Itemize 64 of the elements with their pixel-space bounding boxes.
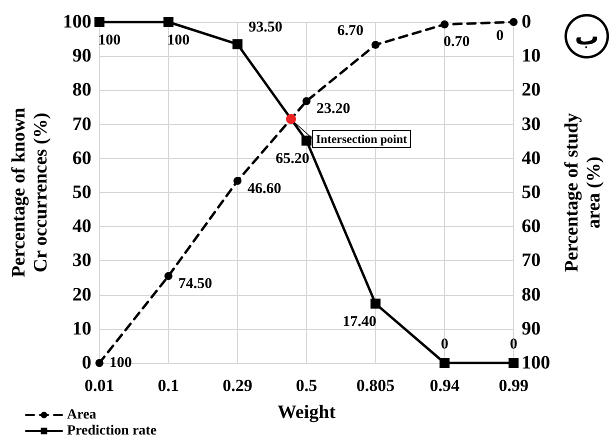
x-tick-label: 0.29 (222, 376, 252, 395)
y-tick-label: 10 (72, 318, 92, 340)
x-tick-label: 0.01 (84, 376, 114, 395)
data-label: 100 (109, 355, 132, 371)
y2-tick-label: 30 (522, 114, 541, 135)
y2-tick-label: 50 (522, 182, 541, 203)
point (440, 358, 450, 368)
point (94, 17, 104, 27)
legend-label: Area (67, 408, 96, 422)
y-tick-label: 80 (72, 80, 92, 101)
x-tick-label: 0.94 (430, 376, 460, 395)
y2-axis-title: Percentage of study area (%) (562, 112, 604, 272)
data-label: 65.20 (276, 151, 310, 168)
data-label: 23.20 (316, 101, 350, 118)
data-label: 6.70 (337, 22, 364, 39)
point (510, 18, 518, 26)
data-label: 0.70 (443, 34, 470, 50)
y-tick-label: 50 (72, 182, 92, 203)
x-axis-title: Weight (277, 402, 336, 423)
point (95, 359, 104, 367)
point (508, 358, 519, 368)
text: ب (574, 22, 599, 50)
point (164, 272, 172, 280)
point (302, 97, 310, 106)
data-label: 0 (510, 336, 518, 352)
x-tick-label: 0.1 (158, 376, 180, 395)
y2-tick-label: 40 (522, 148, 541, 169)
x-tick-label: 0.5 (296, 376, 318, 395)
y-tick-label: 40 (72, 216, 92, 238)
data-label: 46.60 (247, 180, 282, 197)
data-label: 0 (496, 28, 504, 44)
y2-tick-label: 80 (522, 284, 541, 306)
x-tick-label: 0.99 (498, 376, 528, 395)
point (163, 17, 174, 27)
data-label: 100 (167, 32, 190, 48)
y-tick-label: 30 (72, 250, 92, 272)
annotation: Intersection point (316, 132, 408, 146)
data-label: 93.50 (248, 20, 282, 36)
y2-tick-label: 60 (522, 216, 541, 238)
y-tick-label: 100 (62, 12, 92, 32)
data-label: 0 (440, 336, 448, 352)
point (440, 20, 449, 28)
y-tick-label: 20 (72, 284, 92, 306)
point (370, 298, 381, 309)
y2-tick-label: 90 (522, 318, 541, 340)
data-label: 17.40 (342, 314, 376, 330)
y-tick-label: 60 (72, 148, 92, 169)
x-tick-label: 0.805 (356, 376, 395, 395)
y-axis-title: Percentage of known Cr occurrences (%) (8, 107, 52, 278)
point (232, 39, 242, 50)
y2-tick-label: 0 (522, 12, 532, 32)
legend-label: Prediction rate (67, 424, 157, 438)
y-tick-label: 70 (72, 114, 92, 135)
y2-tick-label: 10 (522, 46, 541, 67)
y2-tick-label: 20 (522, 80, 541, 101)
point (302, 136, 312, 146)
y2-tick-label: 100 (522, 352, 550, 374)
data-label: 74.50 (178, 276, 212, 292)
y-tick-label: 0 (82, 352, 92, 374)
y-tick-label: 90 (72, 46, 92, 67)
data-label: 100 (98, 32, 121, 48)
point (372, 40, 380, 49)
point (233, 176, 242, 185)
y2-tick-label: 70 (522, 250, 541, 272)
